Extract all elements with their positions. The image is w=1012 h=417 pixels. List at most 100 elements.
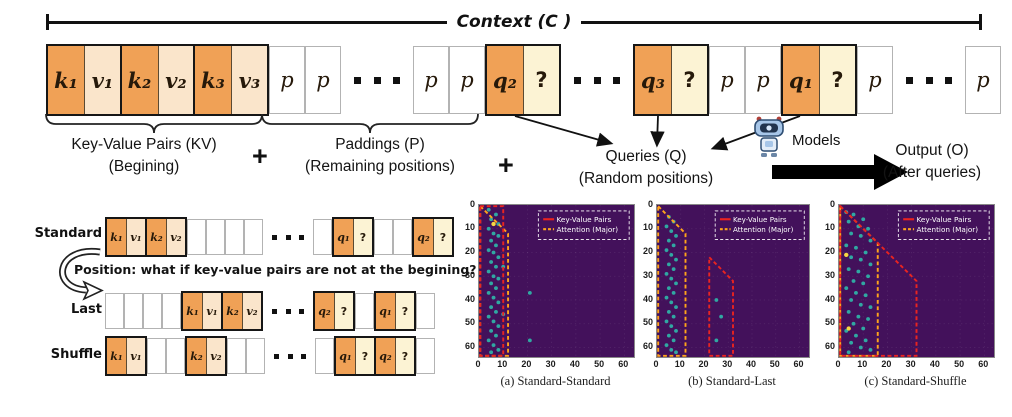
ellipsis	[561, 46, 633, 114]
row-label-standard: Standard	[34, 226, 102, 241]
legend-label: Attention (Major)	[733, 225, 794, 234]
plus-sign-2: +	[498, 150, 514, 180]
seq-cell-q₂: q₂	[487, 46, 523, 114]
kv-title: Key-Value Pairs (KV)	[71, 136, 217, 153]
seq-cell-q₂: q₂	[376, 338, 395, 374]
cell-pair: q₂?	[412, 217, 454, 257]
seq-cell-k₁: k₁	[183, 293, 202, 329]
seq-cell-v₁: v₁	[126, 219, 145, 255]
bracket-left-cap	[46, 14, 49, 30]
seq-cell-p: p	[305, 46, 341, 114]
ellipsis-dot	[299, 234, 305, 240]
ellipsis-dot	[353, 76, 361, 84]
seq-cell-empty	[187, 219, 206, 255]
seq-cell-empty	[147, 338, 166, 374]
ellipsis	[263, 219, 313, 255]
bracket-right-bar	[581, 20, 980, 24]
cell-pair: q₂?	[374, 336, 416, 376]
y-tick-label: 40	[464, 293, 475, 304]
row-label-last: Last	[70, 302, 102, 317]
seq-cell-empty	[313, 219, 332, 255]
ellipsis-dot	[905, 76, 913, 84]
queries-subtitle: (Random positions)	[578, 170, 714, 187]
ellipsis-dot	[271, 308, 277, 314]
query-arrow-q3	[650, 115, 665, 148]
seq-cell-empty	[416, 338, 435, 374]
seq-cell-q₂: q₂	[315, 293, 334, 329]
x-tick-label: 40	[745, 359, 756, 369]
y-tick-label: 60	[824, 341, 835, 351]
seq-cell-v₁: v₁	[202, 293, 221, 329]
ellipsis-dot	[285, 234, 291, 240]
y-tick-label: 60	[464, 341, 475, 351]
seq-cell-empty	[374, 219, 393, 255]
seq-cell-empty	[244, 219, 263, 255]
seq-cell-empty	[227, 338, 246, 374]
y-tick-label: 50	[824, 317, 835, 328]
cell-pair: q₁?	[781, 44, 857, 116]
x-tick-label: 10	[857, 359, 868, 369]
y-tick-label: 0	[647, 198, 653, 209]
legend-label: Attention (Major)	[917, 225, 979, 234]
ellipsis-dot	[285, 308, 291, 314]
cell-pair: k₁ v₁	[46, 44, 122, 116]
seq-cell-v₃: v₃	[231, 46, 267, 114]
x-tick-label: 10	[497, 359, 508, 369]
seq-cell-p: p	[857, 46, 893, 114]
heatmap-y-axis: 0 10 20 30 40 50 60	[632, 199, 656, 356]
ellipsis-dot	[593, 76, 601, 84]
seq-cell-q₃: q₃	[635, 46, 671, 114]
y-tick-label: 40	[642, 293, 653, 304]
seq-cell-q₁: q₁	[376, 293, 395, 329]
seq-cell-empty	[246, 338, 265, 374]
bracket-left-bar	[49, 20, 447, 24]
seq-cell-v₂: v₂	[166, 219, 185, 255]
x-tick-label: 50	[769, 359, 780, 369]
x-tick-label: 30	[545, 359, 556, 369]
y-tick-label: 50	[642, 317, 653, 328]
row-label-shuffle: Shuffle	[50, 347, 102, 362]
ellipsis-dot	[299, 308, 305, 314]
x-tick-label: 20	[881, 359, 892, 369]
position-curved-arrowhead	[82, 280, 104, 301]
seq-cell-empty	[225, 219, 244, 255]
seq-cell-empty	[315, 338, 334, 374]
seq-cell-k₃: k₃	[195, 46, 231, 114]
seq-cell-question: ?	[819, 46, 855, 114]
heatmap-y-axis: 0 10 20 30 40 50 60	[814, 199, 838, 356]
bracket-right-cap	[979, 14, 983, 30]
seq-cell-question: ?	[353, 219, 372, 255]
x-tick-label: 20	[521, 359, 532, 369]
ellipsis	[893, 46, 965, 114]
y-tick-label: 10	[824, 222, 835, 233]
cell-pair: k₁ v₁	[105, 217, 147, 257]
cell-pair: k₂ v₂	[185, 336, 227, 376]
x-tick-label: 40	[569, 359, 580, 369]
x-tick-label: 60	[793, 359, 804, 369]
standard-sequence-row: k₁ v₁ k₂ v₂ q₁? q₂?	[105, 217, 454, 257]
seq-cell-question: ?	[395, 338, 414, 374]
x-tick-label: 40	[929, 359, 940, 369]
output-subtitle: (After queries)	[882, 164, 982, 181]
y-tick-label: 10	[464, 222, 475, 233]
seq-cell-question: ?	[671, 46, 707, 114]
cell-pair: k₃ v₃	[193, 44, 269, 116]
ellipsis	[265, 338, 315, 374]
y-tick-label: 0	[829, 198, 835, 209]
ellipsis-dot	[925, 76, 933, 84]
seq-cell-empty	[355, 293, 374, 329]
kv-subtitle: (Begining)	[108, 158, 180, 175]
cell-pair: q₁?	[332, 217, 374, 257]
y-tick-label: 20	[642, 246, 653, 256]
y-tick-label: 10	[642, 222, 653, 233]
y-tick-label: 30	[824, 269, 835, 280]
y-tick-label: 50	[464, 317, 475, 328]
seq-cell-k₂: k₂	[147, 219, 166, 255]
ellipsis-dot	[273, 353, 279, 359]
y-tick-label: 60	[642, 341, 653, 351]
y-tick-label: 0	[469, 198, 475, 209]
paddings-subtitle: (Remaining positions)	[305, 158, 455, 175]
seq-cell-v₁: v₁	[84, 46, 120, 114]
